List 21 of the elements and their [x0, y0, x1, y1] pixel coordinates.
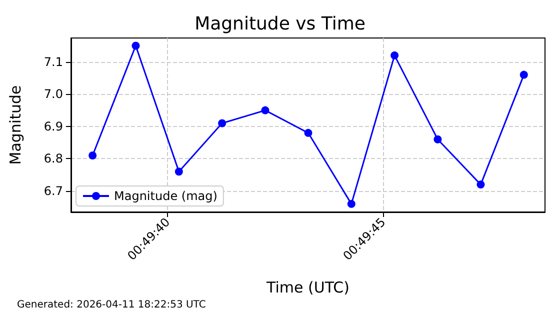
y-tick-label: 7.1 [44, 54, 63, 69]
y-tick-label: 6.9 [44, 119, 63, 134]
point [347, 200, 356, 208]
point [88, 152, 97, 160]
chart-title: Magnitude vs Time [194, 14, 366, 34]
text: Generated: 2026-04-11 18:22:53 UTC [17, 300, 206, 310]
point [174, 168, 183, 176]
point [304, 128, 312, 137]
x-axis-title: Time (UTC) [266, 278, 350, 296]
legend-label: Magnitude (mag) [114, 189, 218, 203]
y-axis-title: Magnitude [6, 85, 24, 165]
y-tick-label: 7.0 [44, 87, 63, 102]
point [218, 119, 226, 128]
point [520, 70, 528, 79]
point [132, 42, 140, 50]
point [261, 106, 270, 114]
point [390, 51, 399, 60]
point [434, 135, 442, 144]
y-tick-label: 6.7 [44, 184, 63, 198]
point [476, 180, 485, 189]
y-tick-label: 6.8 [44, 152, 63, 166]
